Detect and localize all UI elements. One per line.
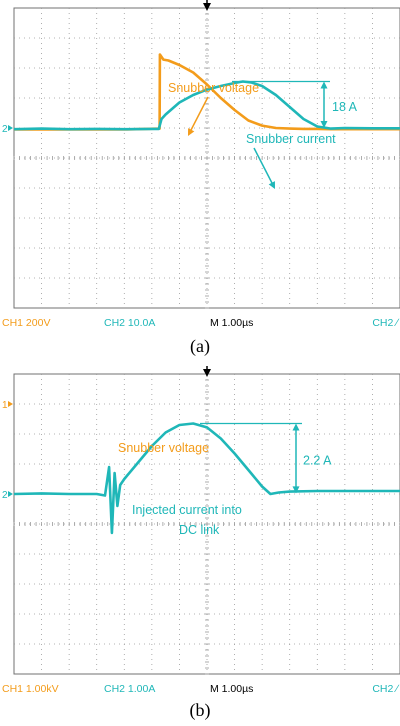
annotation-voltage-leader	[189, 96, 209, 133]
annotation-snubber-voltage: Snubber voltage	[118, 441, 209, 455]
oscilloscope-panel-a: 2 CH1 200V CH2 10.0A M 1.00µs CH2 ∕ Snubber v…	[0, 0, 400, 334]
annotation-voltage-arrowhead	[188, 128, 195, 136]
status-ch2: CH2 10.0A	[104, 317, 155, 329]
annotation-current-arrowhead	[268, 181, 275, 189]
annotation-snubber-voltage: Snubber voltage	[168, 81, 259, 95]
annotation-current-leader	[253, 147, 274, 186]
annotation-2-2a: 2.2 A	[303, 453, 332, 467]
graticule-a	[13, 7, 400, 309]
measurement-arrowhead-top	[292, 423, 300, 431]
trace-ch2	[13, 422, 400, 535]
ch2-ground-marker-arrow	[8, 491, 13, 497]
ch2-ground-marker: 2	[2, 124, 8, 135]
caption-a: (a)	[190, 336, 210, 356]
trace-ch2	[13, 80, 400, 131]
trace-ch1	[14, 53, 400, 131]
oscilloscope-screen-b: 1 2 CH1 1.00kV CH2 1.00A M 1.00µs CH2 ∕ Snubbe…	[2, 366, 400, 695]
annotation-injected-current: Injected current into	[132, 503, 242, 517]
measurement-arrowhead-bottom	[320, 121, 328, 128]
ch1-ground-marker: 1	[2, 400, 8, 411]
status-timebase: M 1.00µs	[210, 683, 253, 695]
annotation-snubber-current: Snubber current	[246, 132, 336, 146]
ch1-ground-marker-arrow	[8, 401, 13, 407]
status-ch1: CH1 200V	[2, 317, 50, 329]
measurement-arrowhead-bottom	[292, 486, 300, 494]
trigger-position-arrow	[203, 369, 211, 377]
ch2-ground-marker-arrow	[8, 125, 13, 131]
annotation-dc-link: DC link	[179, 523, 220, 537]
status-ch2: CH2 1.00A	[104, 683, 155, 695]
oscilloscope-screen-a: 2 CH1 200V CH2 10.0A M 1.00µs CH2 ∕ Snubber v…	[2, 0, 400, 329]
status-trigger: CH2 ∕	[372, 683, 400, 695]
caption-b: (b)	[189, 700, 211, 720]
trigger-position-arrow	[203, 3, 211, 11]
status-timebase: M 1.00µs	[210, 317, 253, 329]
oscilloscope-panel-b: 1 2 CH1 1.00kV CH2 1.00A M 1.00µs CH2 ∕ Snubbe…	[0, 366, 400, 700]
status-ch1: CH1 1.00kV	[2, 683, 59, 695]
annotation-18a: 18 A	[332, 100, 358, 114]
status-trigger: CH2 ∕	[372, 317, 400, 329]
measurement-arrowhead-top	[320, 81, 328, 89]
ch2-ground-marker: 2	[2, 490, 8, 501]
